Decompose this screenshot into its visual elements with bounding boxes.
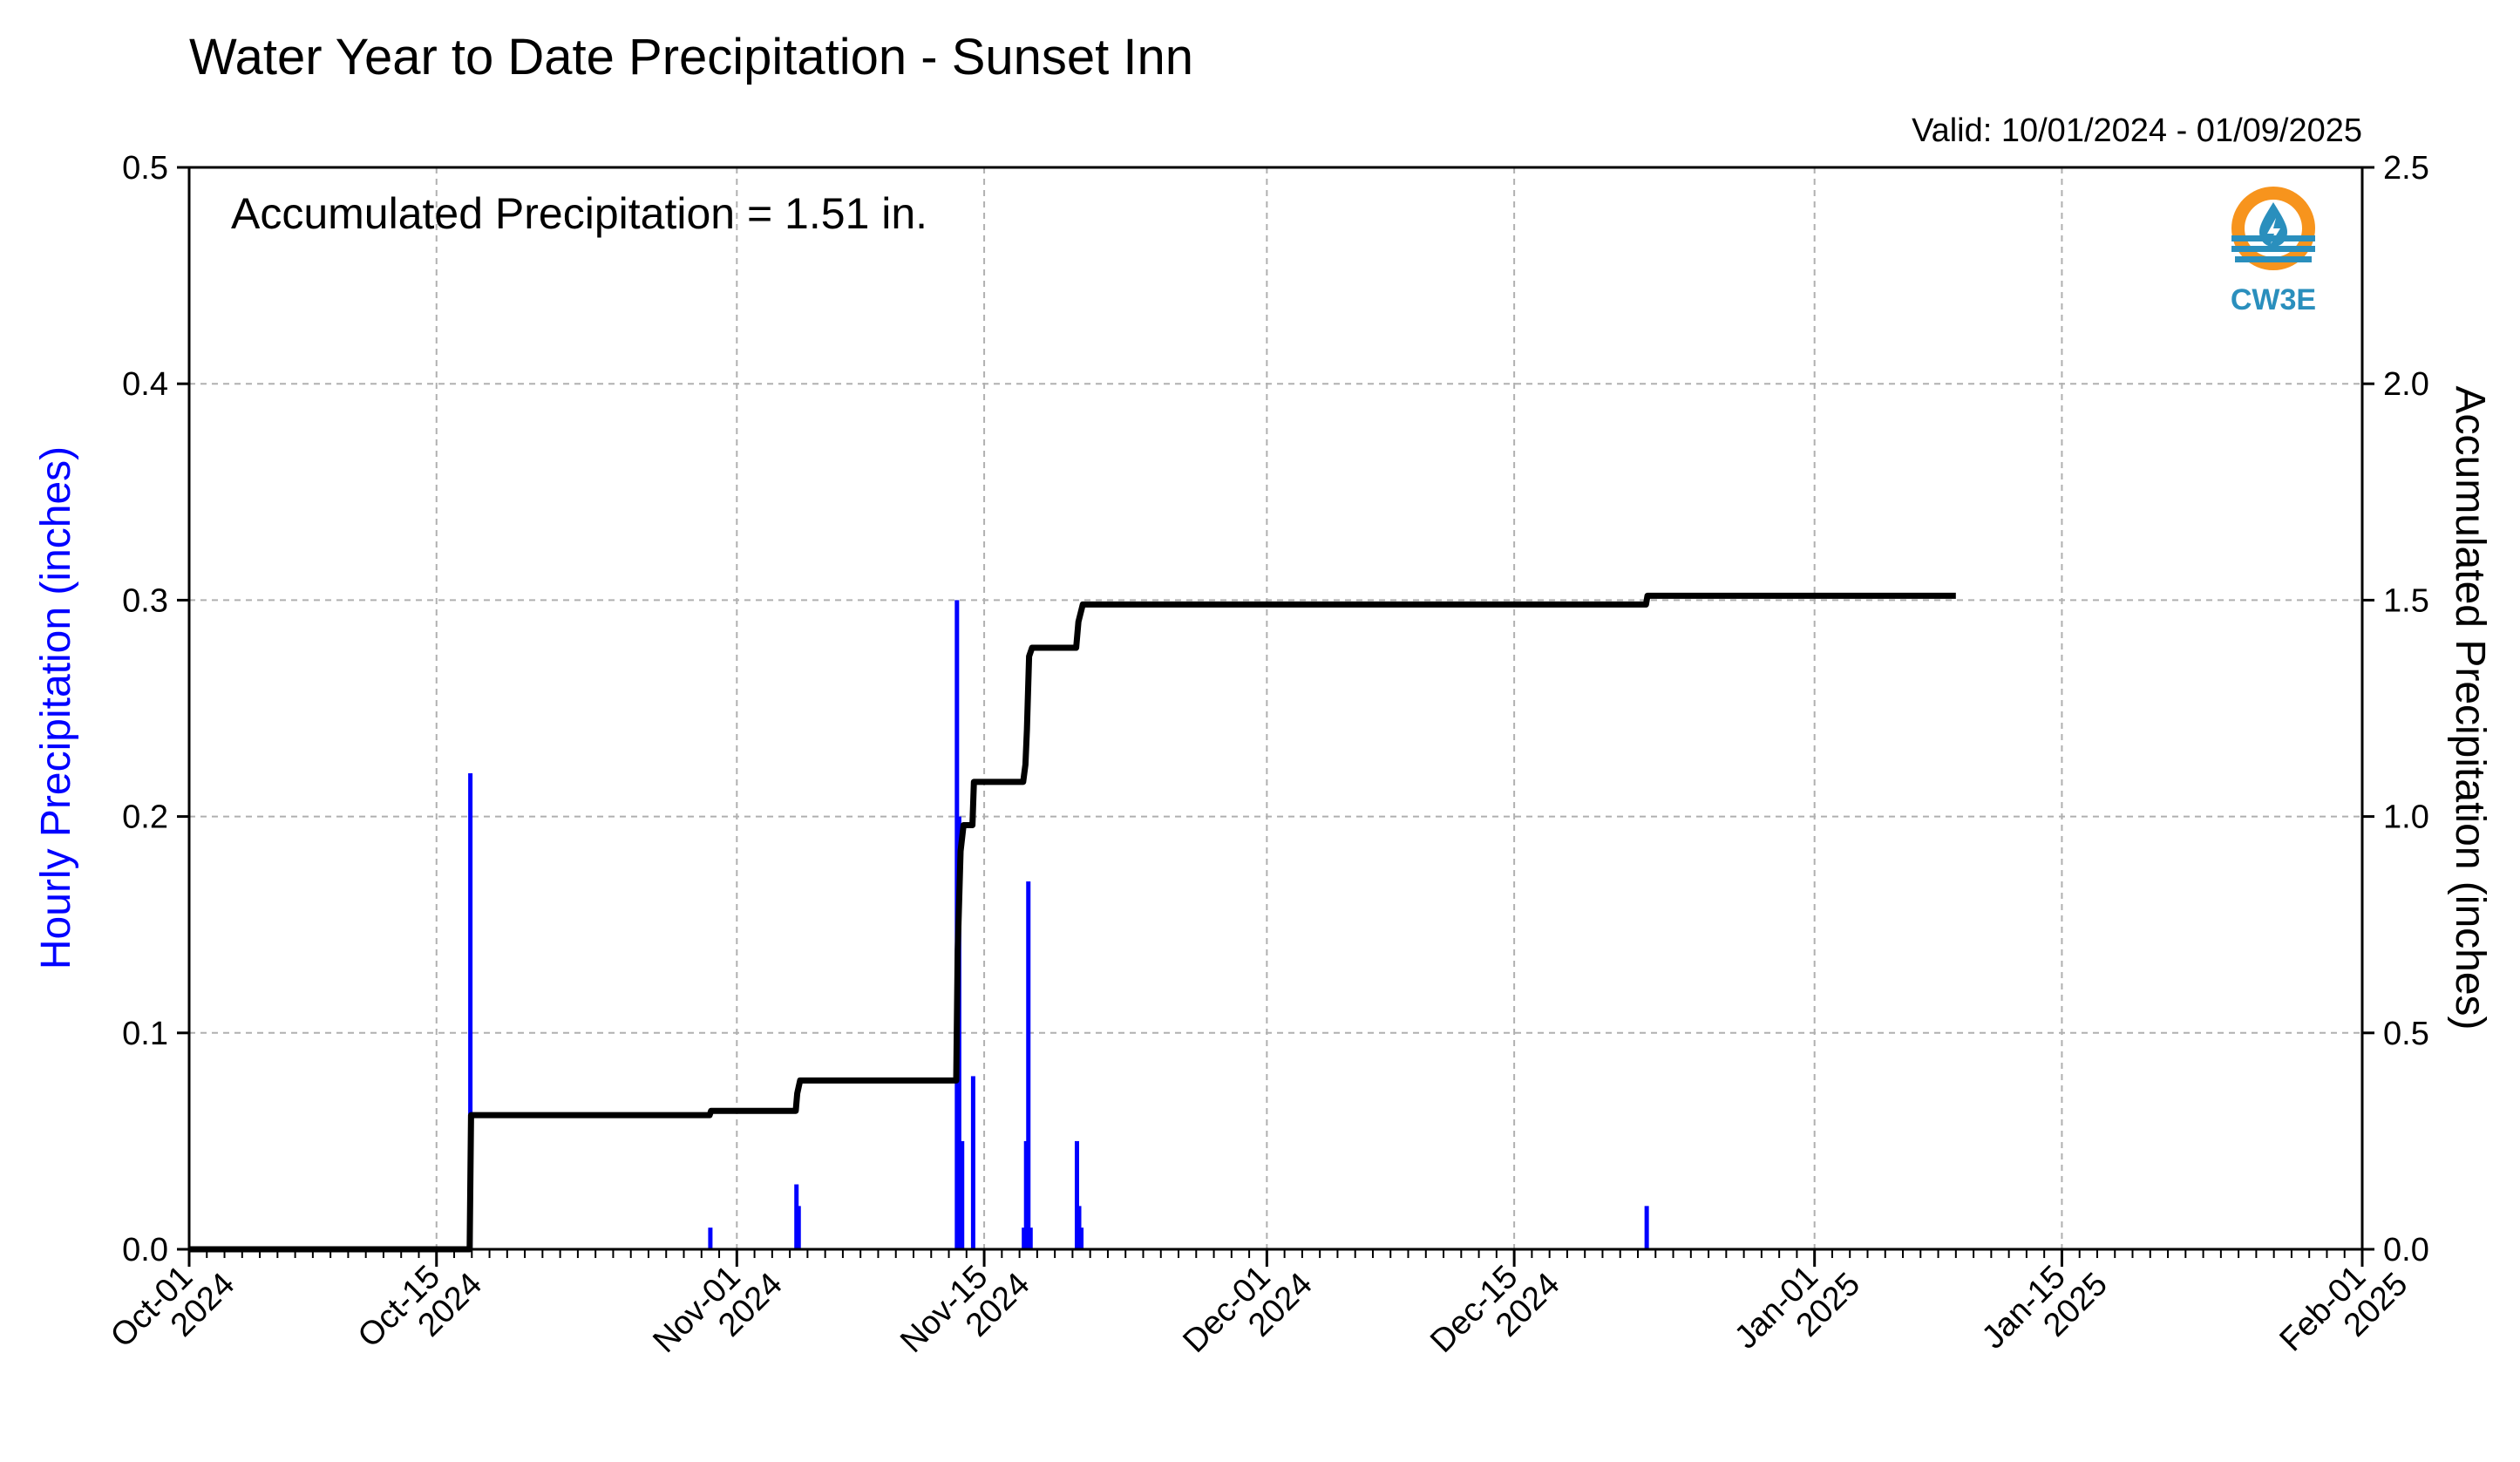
y-left-tick-label: 0.2: [122, 799, 168, 836]
hourly-precip-bar: [794, 1184, 799, 1249]
valid-date-range: Valid: 10/01/2024 - 01/09/2025: [1912, 112, 2362, 149]
cw3e-logo-icon: CW3E: [2231, 187, 2316, 316]
y-left-tick-label: 0.1: [122, 1016, 168, 1052]
accumulated-total-annotation: Accumulated Precipitation = 1.51 in.: [231, 189, 927, 238]
y-right-tick-label: 2.0: [2383, 366, 2429, 403]
logo-wave-2: [2231, 246, 2315, 252]
hourly-precip-bar: [1644, 1206, 1649, 1249]
y-right-tick-label: 0.0: [2383, 1232, 2429, 1268]
hourly-precip-bar: [796, 1206, 801, 1249]
chart-title: Water Year to Date Precipitation - Sunse…: [189, 29, 1193, 85]
y-axis-right-label: Accumulated Precipitation (inches): [2447, 385, 2493, 1030]
logo-bolt-icon: [2267, 218, 2280, 244]
logo-wave-3: [2235, 256, 2312, 262]
y-axis-left-label: Hourly Precipitation (inches): [33, 446, 79, 969]
logo-wave-1: [2231, 235, 2315, 241]
hourly-precip-bar: [1028, 1227, 1033, 1249]
gridlines: [188, 167, 2363, 1250]
hourly-precip-bar: [970, 1076, 975, 1249]
hourly-precip-bar: [1079, 1227, 1084, 1249]
hourly-precip-bar: [1023, 1140, 1029, 1249]
y-right-tick-label: 2.5: [2383, 150, 2429, 187]
y-right-tick-label: 0.5: [2383, 1016, 2429, 1052]
y-left-tick-label: 0.0: [122, 1232, 168, 1268]
hourly-precip-bar: [708, 1227, 713, 1249]
logo-text: CW3E: [2231, 283, 2316, 316]
accumulated-precipitation-line: [189, 592, 1956, 1253]
axes-frame: [187, 166, 2364, 1251]
hourly-precip-bar: [960, 1140, 965, 1249]
y-right-tick-label: 1.5: [2383, 582, 2429, 619]
y-right-tick-label: 1.0: [2383, 799, 2429, 836]
y-left-tick-label: 0.5: [122, 150, 168, 187]
y-left-tick-label: 0.4: [122, 366, 168, 403]
hourly-precip-bar: [1022, 1227, 1027, 1249]
hourly-precipitation-bars: [468, 600, 1649, 1249]
hourly-precip-bar: [1026, 881, 1031, 1249]
y-left-tick-label: 0.3: [122, 582, 168, 619]
hourly-precip-bar: [468, 772, 473, 1249]
hourly-precip-bar: [1074, 1140, 1079, 1249]
hourly-precip-bar: [1077, 1206, 1082, 1249]
